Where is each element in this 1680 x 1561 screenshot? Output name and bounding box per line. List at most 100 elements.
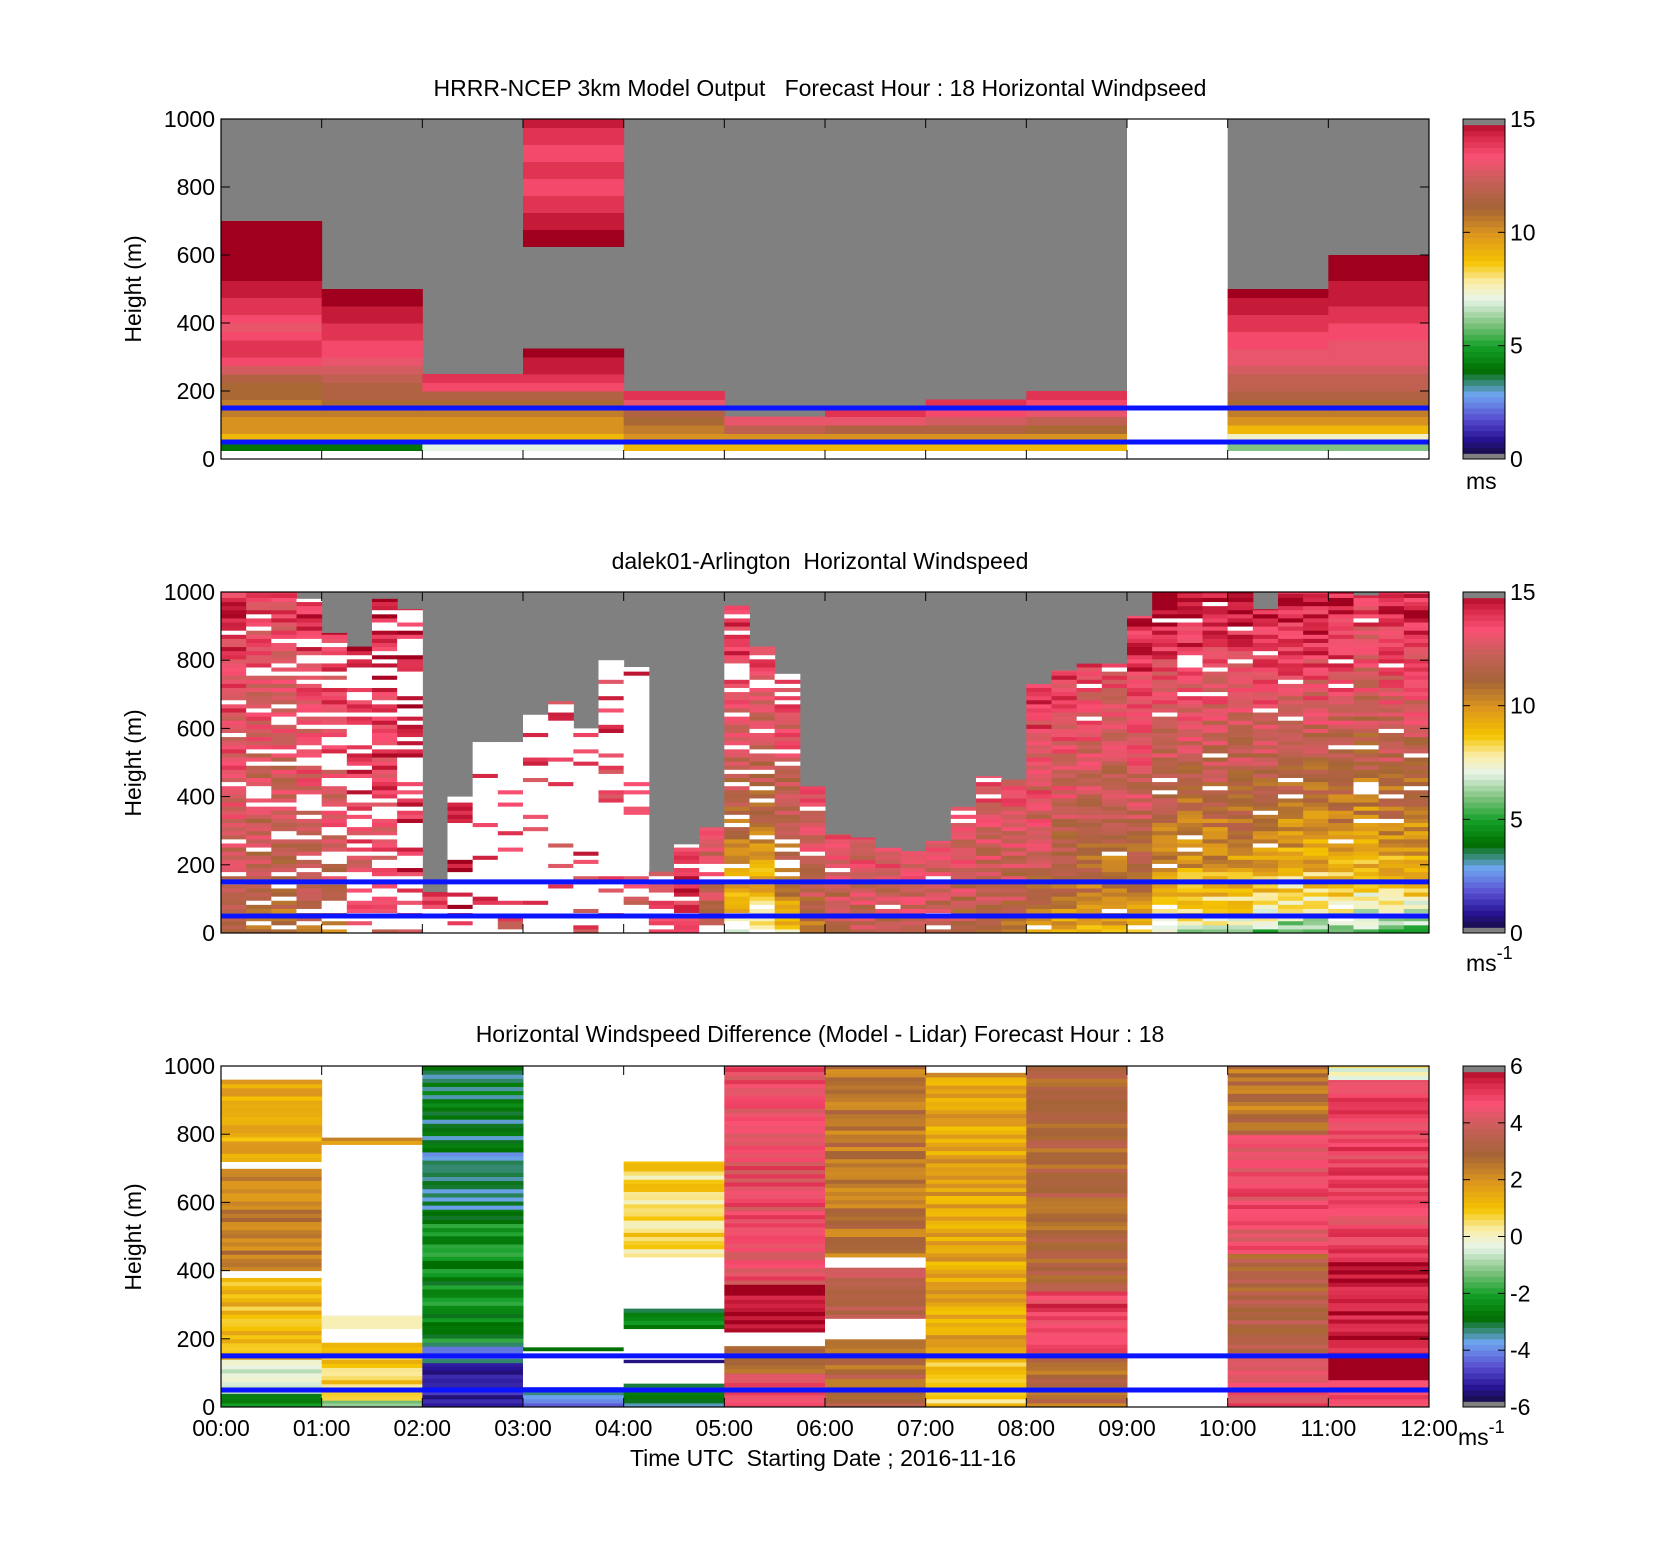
heatmap-cell [950,863,977,869]
colorbar-segment [1463,620,1505,627]
heatmap-cell [799,871,826,877]
heatmap-cell [1278,900,1304,905]
heatmap-cell [1278,834,1304,840]
colorbar-unit-superscript: -1 [1497,943,1513,963]
colorbar-segment [1463,442,1505,449]
colorbar-segment [1463,1219,1505,1226]
heatmap-cell [497,920,524,926]
heatmap-cell [372,818,398,824]
heatmap-cell [397,662,423,668]
heatmap-cell [1101,663,1128,668]
heatmap-cell [850,875,876,881]
heatmap-cell [1278,642,1304,648]
heatmap-cell [1252,728,1279,733]
heatmap-cell [1278,707,1304,713]
heatmap-cell [724,875,750,881]
heatmap-cell [221,1310,323,1315]
heatmap-cell [422,1370,524,1375]
heatmap-cell [724,1173,826,1179]
heatmap-cell [623,871,650,877]
heatmap-cell [221,1360,323,1366]
heatmap-cell [724,822,750,828]
heatmap-cell [648,924,675,930]
heatmap-cell [422,1098,524,1104]
heatmap-cell [1353,634,1380,639]
heatmap-cell [1001,814,1027,819]
heatmap-cell [1026,1361,1128,1367]
heatmap-cell [548,867,574,873]
heatmap-cell [447,900,474,905]
heatmap-cell [1202,838,1229,844]
heatmap-cell [799,822,826,828]
heatmap-cell [221,1301,323,1307]
colorbar-segment [1463,898,1505,906]
heatmap-cell [1328,875,1354,881]
heatmap-cell [372,928,398,934]
heatmap-cell [346,822,373,828]
heatmap-cell [1278,863,1304,869]
colorbar-segment [1463,654,1505,661]
heatmap-cell [976,871,1002,877]
heatmap-cell [397,806,423,811]
heatmap-cell [1127,789,1153,795]
heatmap-cell [724,642,750,648]
heatmap-cell [1076,769,1103,774]
colorbar-segment [1463,175,1505,182]
heatmap-cell [1227,916,1254,922]
heatmap-cell [1101,924,1128,930]
heatmap-cell [271,806,297,811]
heatmap-cell [925,1277,1027,1283]
heatmap-cell [1127,883,1153,889]
colorbar-segment [1463,705,1505,712]
heatmap-cell [1202,769,1229,774]
heatmap-cell [1152,634,1178,639]
heatmap-cell [1001,847,1027,852]
heatmap-cell [1026,887,1052,893]
heatmap-cell [1076,855,1103,860]
heatmap-cell [447,818,474,824]
heatmap-cell [1328,622,1354,627]
heatmap-cell [825,1267,927,1270]
heatmap-cell [749,671,776,676]
heatmap-cell [1202,646,1229,652]
heatmap-cell [523,212,625,222]
heatmap-cell [548,765,574,770]
heatmap-cell [1328,1134,1430,1139]
heatmap-cell [1227,1366,1329,1371]
heatmap-cell [623,1216,725,1221]
heatmap-cell [447,830,474,836]
heatmap-cell [397,724,423,729]
heatmap-cell [1328,1146,1430,1152]
heatmap-cell [472,789,499,795]
heatmap-cell [1051,683,1078,688]
colorbar-segment [1463,643,1505,650]
heatmap-cell [221,1306,323,1311]
heatmap-cell [1127,679,1153,684]
heatmap-cell [221,593,247,598]
heatmap-cell [1026,712,1052,717]
heatmap-cell [1403,736,1430,742]
heatmap-cell [1252,617,1279,623]
heatmap-cell [1127,863,1153,869]
colorbar-segment [1463,1151,1505,1158]
heatmap-cell [1227,340,1329,349]
heatmap-cell [1152,744,1178,750]
heatmap-cell [1378,822,1405,828]
heatmap-cell [221,793,247,799]
heatmap-cell [397,822,423,828]
heatmap-cell [925,928,952,934]
heatmap-cell [321,1338,423,1343]
heatmap-cell [1227,1348,1329,1353]
heatmap-cell [825,1105,927,1111]
heatmap-cell [1202,724,1229,729]
heatmap-cell [623,830,650,836]
heatmap-cell [724,920,750,926]
heatmap-cell [1303,658,1329,664]
heatmap-cell [1227,1212,1329,1218]
heatmap-cell [1328,675,1354,680]
heatmap-cell [1303,728,1329,733]
heatmap-cell [1328,1261,1430,1267]
heatmap-cell [1328,732,1354,738]
heatmap-cell [825,855,851,860]
heatmap-cell [472,761,499,766]
